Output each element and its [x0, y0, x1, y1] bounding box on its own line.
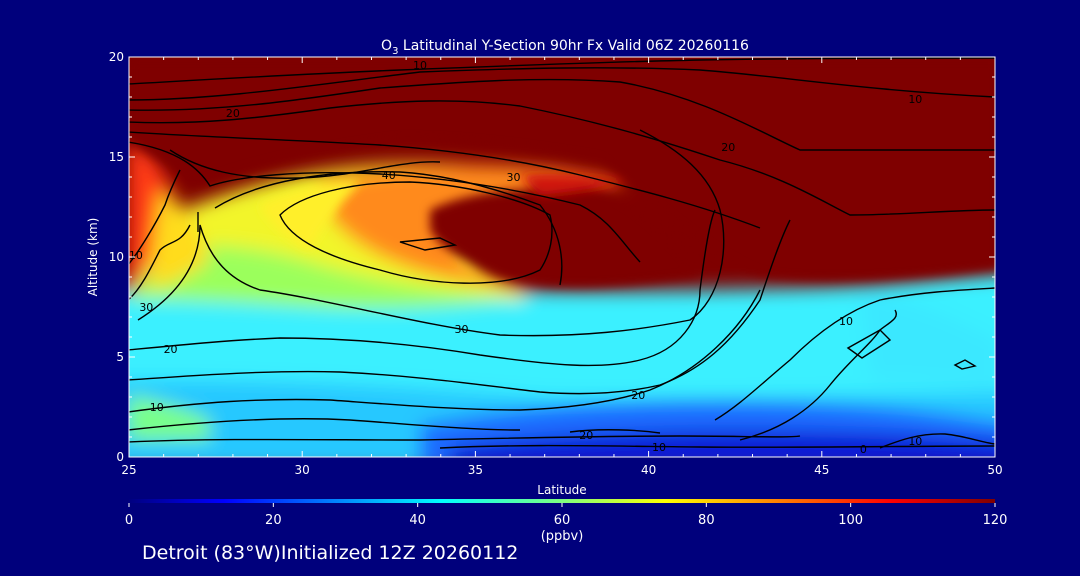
x-tick-label: 30	[295, 463, 310, 477]
contour-line	[439, 444, 995, 449]
contour-line	[129, 219, 791, 395]
colorbar-tick-label: 20	[265, 513, 282, 528]
contour-line	[129, 67, 995, 101]
contour-labels: 10 10 20 20 40 30 10 30 20 30 10 20 10 20 10 10 0	[129, 59, 922, 456]
contour-line	[953, 359, 977, 370]
contour-label: 30	[139, 301, 153, 314]
field-left-red	[129, 142, 175, 290]
contour-label: 10	[839, 315, 853, 328]
chart-title: O3 Latitudinal Y-Section 90hr Fx Valid 0…	[381, 38, 749, 57]
contour-label: 20	[164, 343, 178, 356]
contour-label: 10	[150, 401, 164, 414]
contour-line	[129, 224, 191, 301]
x-tick-label: 50	[987, 463, 1002, 477]
contour-line	[129, 435, 801, 443]
contour-line	[214, 171, 563, 286]
y-tick-label: 15	[109, 150, 124, 164]
colorbar-tick-label: 0	[125, 513, 133, 528]
contour-label: 20	[579, 429, 593, 442]
contour-label: 10	[908, 93, 922, 106]
contour-line	[129, 209, 716, 367]
y-tick-label: 5	[116, 350, 124, 364]
x-tick-label: 35	[468, 463, 483, 477]
field-tongue-core	[430, 188, 700, 287]
contour-line	[279, 181, 553, 284]
footer-caption: Detroit (83°W)Initialized 12Z 20260112	[142, 542, 519, 564]
field-left-yellow	[150, 190, 210, 290]
contour-label: 20	[721, 141, 735, 154]
field-left-green-low	[129, 395, 210, 440]
contour-label: 0	[860, 443, 867, 456]
contour-label: 30	[455, 323, 469, 336]
contour-line	[714, 287, 995, 421]
contour-label: 10	[129, 249, 143, 262]
contour-line	[129, 141, 641, 263]
x-tick-label: 45	[814, 463, 829, 477]
contour-label: 40	[382, 169, 396, 182]
x-axis: 25 30 35 40 45 50	[121, 57, 1003, 477]
y-axis-label: Altitude (km)	[86, 218, 100, 297]
contour-lines	[129, 57, 995, 449]
contour-label: 10	[908, 435, 922, 448]
contour-line	[129, 169, 181, 265]
field-mid-green	[130, 245, 520, 309]
contour-line	[129, 131, 761, 229]
colorbar	[129, 499, 995, 503]
field-right-cyan	[860, 290, 995, 390]
contour-line	[129, 418, 521, 431]
x-tick-label: 25	[121, 463, 136, 477]
contour-label: 10	[413, 59, 427, 72]
contour-line	[129, 78, 995, 151]
contour-line	[846, 329, 892, 359]
contour-line	[129, 57, 995, 85]
contour-line	[399, 237, 458, 251]
field-stratosphere-edge	[129, 57, 995, 281]
y-axis: 0 5 10 15 20	[109, 50, 995, 464]
contour-line	[129, 289, 761, 413]
colorbar-tick-label: 60	[554, 513, 571, 528]
colorbar-unit-label: (ppbv)	[541, 529, 584, 544]
ozone-field	[129, 57, 995, 457]
field-upper-yellow-edge	[260, 181, 360, 250]
contour-line	[137, 129, 725, 337]
contour-line	[879, 433, 995, 449]
contour-label: 30	[507, 171, 521, 184]
colorbar-tick-label: 80	[698, 513, 715, 528]
contour-line	[129, 100, 995, 216]
x-axis-label: Latitude	[537, 483, 586, 497]
colorbar-tick-label: 120	[983, 513, 1008, 528]
contour-label: 20	[631, 389, 645, 402]
contour-label: 10	[652, 441, 666, 454]
colorbar-tick-label: 40	[409, 513, 426, 528]
colorbar-tick-label: 100	[838, 513, 863, 528]
contour-label: 20	[226, 107, 240, 120]
contour-line	[569, 429, 661, 434]
contour-line	[739, 309, 897, 441]
colorbar-ticks: 0 20 40 60 80 100 120	[125, 503, 1008, 528]
y-tick-label: 20	[109, 50, 124, 64]
y-tick-label: 10	[109, 250, 124, 264]
x-tick-label: 40	[641, 463, 656, 477]
y-tick-label: 0	[116, 450, 124, 464]
